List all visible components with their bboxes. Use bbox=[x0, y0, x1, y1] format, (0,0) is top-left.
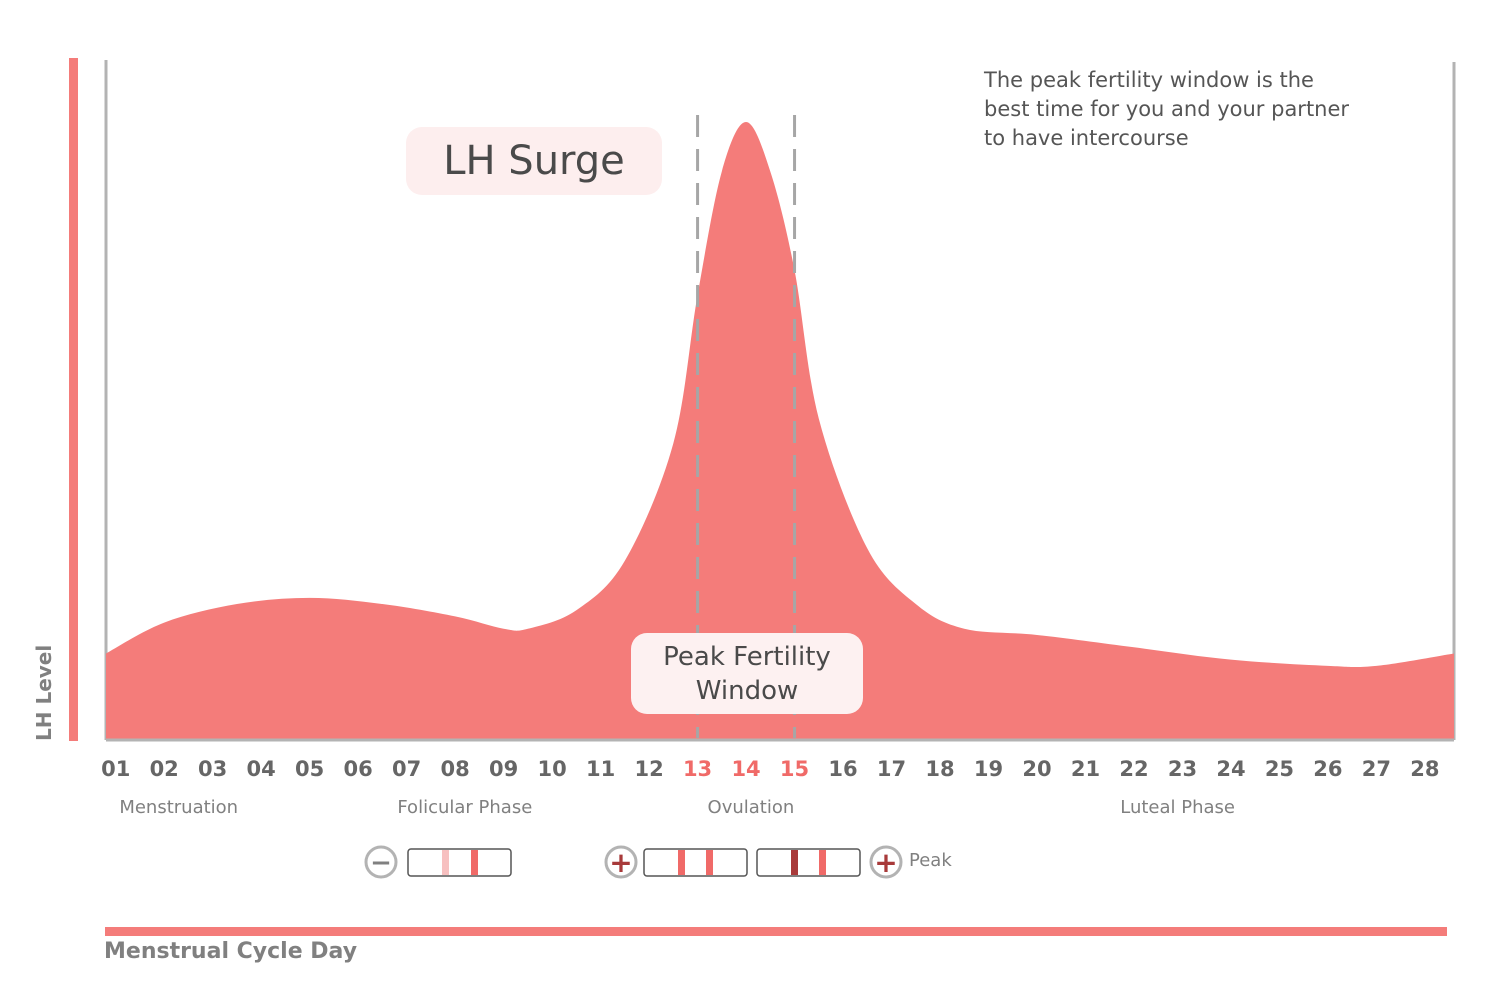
phase-label: Ovulation bbox=[708, 797, 795, 818]
x-tick-label: 14 bbox=[731, 757, 760, 781]
plus-icon bbox=[869, 845, 903, 879]
phase-label: Menstruation bbox=[119, 797, 238, 818]
fertility-note: The peak fertility window is the best ti… bbox=[984, 68, 1350, 150]
strip-body bbox=[643, 848, 748, 877]
strip-control-line bbox=[471, 850, 478, 875]
x-tick-label: 02 bbox=[150, 757, 179, 781]
x-tick-label: 11 bbox=[586, 757, 615, 781]
x-tick-label: 01 bbox=[101, 757, 130, 781]
x-tick-label: 20 bbox=[1022, 757, 1051, 781]
minus-symbol: − bbox=[370, 848, 392, 878]
test-strip-positive: + bbox=[604, 845, 748, 879]
x-tick-label: 18 bbox=[925, 757, 954, 781]
test-strip-negative: − bbox=[364, 845, 512, 879]
strip-test-line-dark bbox=[791, 850, 798, 875]
peak-fertility-window-badge: Peak Fertility Window bbox=[631, 633, 863, 714]
plus-symbol: + bbox=[874, 846, 897, 879]
x-tick-label: 10 bbox=[537, 757, 566, 781]
minus-icon bbox=[364, 845, 398, 879]
x-accent-bar bbox=[105, 927, 1447, 936]
x-tick-label: 19 bbox=[974, 757, 1003, 781]
x-tick-label: 06 bbox=[344, 757, 373, 781]
phase-labels: Menstruation Folicular Phase Ovulation Lute… bbox=[119, 797, 1235, 818]
x-tick-label: 04 bbox=[247, 757, 276, 781]
x-tick-label: 16 bbox=[828, 757, 857, 781]
lh-surge-badge: LH Surge bbox=[406, 127, 662, 195]
peak-fertility-window-label: Peak Fertility Window bbox=[663, 641, 831, 706]
strip-test-line-faint bbox=[442, 850, 449, 875]
strip-body bbox=[756, 848, 861, 877]
phase-label: Luteal Phase bbox=[1120, 797, 1235, 818]
strip-test-line bbox=[678, 850, 685, 875]
x-tick-label: 25 bbox=[1265, 757, 1294, 781]
y-accent-bar bbox=[69, 58, 78, 741]
lh-area bbox=[106, 122, 1454, 740]
x-tick-label: 09 bbox=[489, 757, 518, 781]
peak-strip-label: Peak bbox=[909, 850, 952, 871]
x-tick-label: 03 bbox=[198, 757, 227, 781]
x-tick-label: 26 bbox=[1313, 757, 1342, 781]
x-tick-label: 13 bbox=[683, 757, 712, 781]
x-tick-label: 05 bbox=[295, 757, 324, 781]
x-tick-label: 15 bbox=[780, 757, 809, 781]
x-tick-label: 08 bbox=[441, 757, 470, 781]
x-tick-label: 24 bbox=[1216, 757, 1245, 781]
x-tick-label: 28 bbox=[1410, 757, 1439, 781]
x-tick-label: 27 bbox=[1362, 757, 1391, 781]
lh-surge-label: LH Surge bbox=[443, 138, 625, 184]
x-tick-label: 23 bbox=[1168, 757, 1197, 781]
x-tick-label: 17 bbox=[877, 757, 906, 781]
x-axis-label: Menstrual Cycle Day bbox=[104, 939, 358, 964]
y-axis-label: LH Level bbox=[32, 644, 56, 741]
strip-control-line bbox=[706, 850, 713, 875]
plus-icon bbox=[604, 845, 638, 879]
x-tick-label: 21 bbox=[1071, 757, 1100, 781]
plus-symbol: + bbox=[609, 846, 632, 879]
phase-label: Folicular Phase bbox=[397, 797, 532, 818]
x-tick-label: 12 bbox=[634, 757, 663, 781]
strip-control-line bbox=[819, 850, 826, 875]
test-strip-peak: + bbox=[756, 845, 903, 879]
x-tick-label: 07 bbox=[392, 757, 421, 781]
strip-body bbox=[407, 848, 512, 877]
x-tick-label: 22 bbox=[1119, 757, 1148, 781]
x-tick-labels: 01 02 03 04 05 06 07 08 09 10 11 12 13 14 15 16 17 18 19 20… bbox=[101, 757, 1439, 781]
